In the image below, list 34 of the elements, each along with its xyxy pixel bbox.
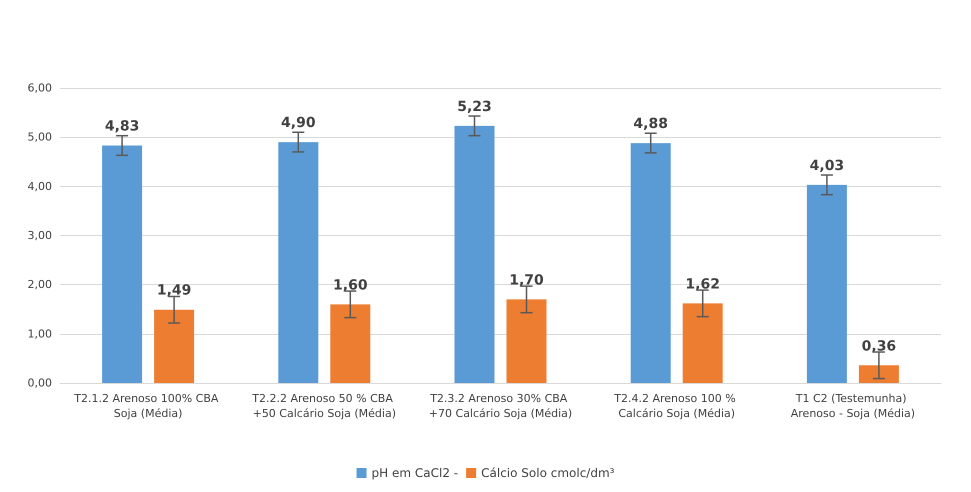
legend-label: pH em CaCl2 - xyxy=(372,466,458,480)
y-tick-label: 1,00 xyxy=(28,327,52,340)
bar xyxy=(454,126,494,383)
data-label: 0,36 xyxy=(862,338,896,354)
data-label: 5,23 xyxy=(457,98,492,115)
data-label: 1,60 xyxy=(333,277,368,294)
bar xyxy=(630,143,671,383)
data-label: 1,62 xyxy=(685,276,720,292)
bar xyxy=(858,365,899,383)
x-tick-label: T2.1.2 Arenoso 100% CBA Soja (Média) xyxy=(73,392,222,420)
data-label: 4,03 xyxy=(810,158,844,174)
x-tick-label: T2.3.2 Arenoso 30% CBA +70 Calcário Soja (Média) xyxy=(428,392,572,420)
x-tick-label: T1 C2 (Testemunha) Arenoso - Soja (Média) xyxy=(790,392,916,420)
bar xyxy=(682,303,723,383)
data-label: 1,70 xyxy=(509,272,544,288)
bar xyxy=(102,146,142,383)
bar xyxy=(506,299,546,383)
data-label: 4,88 xyxy=(633,116,668,132)
y-tick-label: 2,00 xyxy=(28,278,52,292)
y-tick-label: 4,00 xyxy=(28,180,52,193)
data-label: 1,49 xyxy=(156,282,192,299)
x-tick-label: T2.2.2 Arenoso 50 % CBA +50 Calcário Soja (Média) xyxy=(251,392,396,420)
y-tick-label: 5,00 xyxy=(28,130,52,144)
legend-label: Cálcio Solo cmolc/dm³ xyxy=(481,466,615,480)
data-label: 4,90 xyxy=(281,115,316,132)
bar xyxy=(330,304,370,383)
y-tick-label: 3,00 xyxy=(28,229,52,242)
bar xyxy=(154,310,194,383)
data-label: 4,83 xyxy=(104,118,140,135)
y-tick-label: 0,00 xyxy=(28,376,52,390)
x-tick-label: T2.4.2 Arenoso 100 % Calcário Soja (Média) xyxy=(613,392,740,420)
bar xyxy=(278,142,318,383)
y-tick-label: 6,00 xyxy=(28,82,52,94)
bar xyxy=(806,184,847,383)
